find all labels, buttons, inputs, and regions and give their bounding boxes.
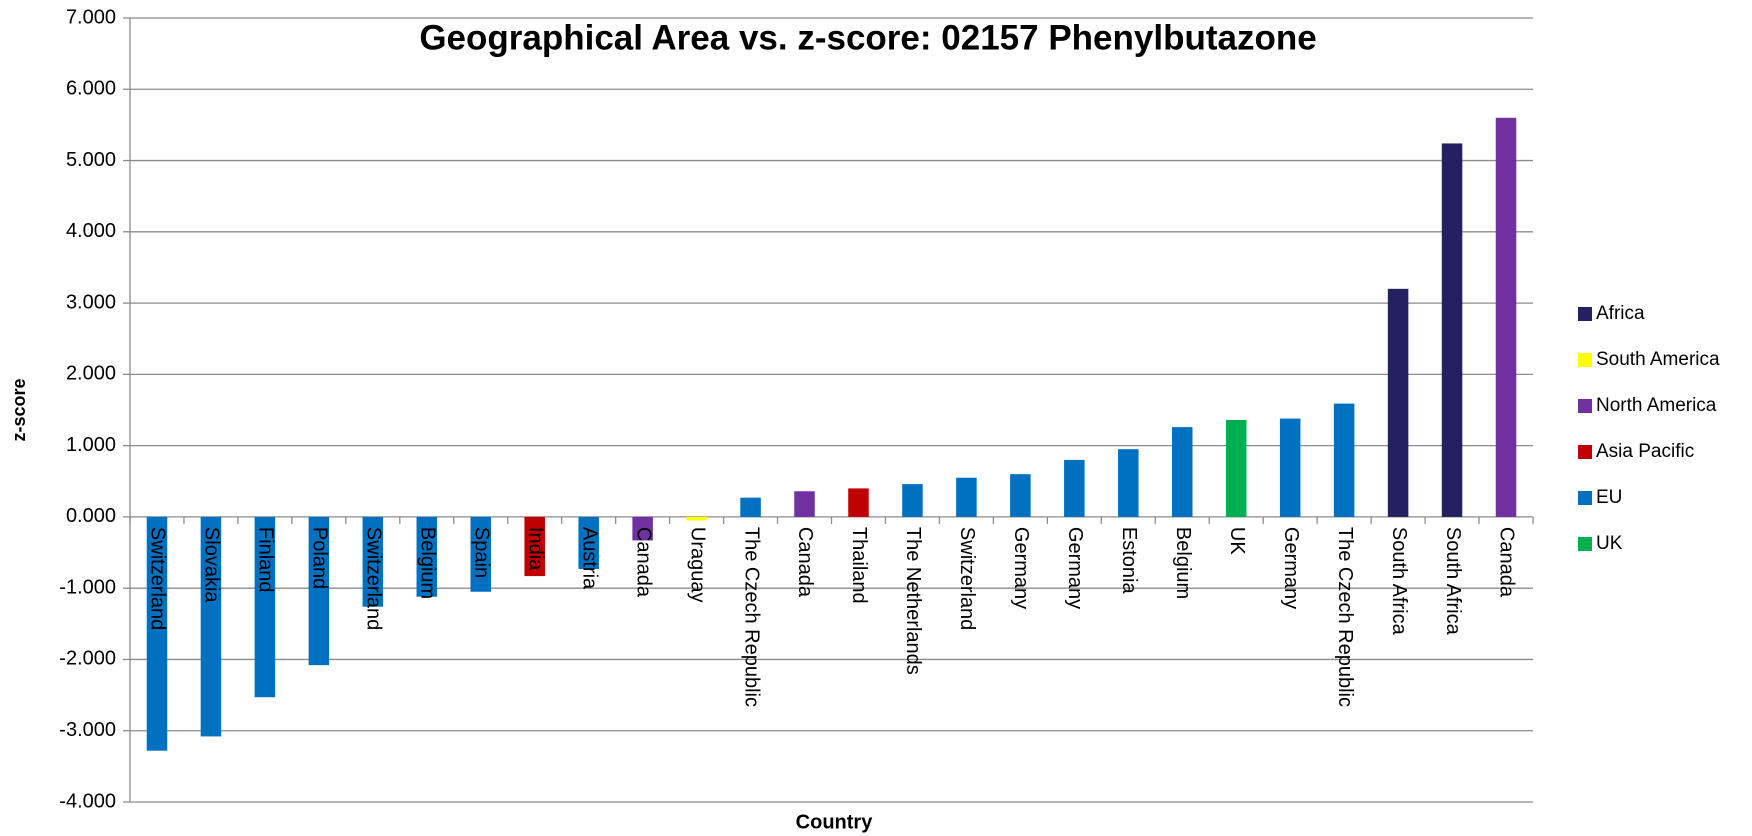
legend-swatch bbox=[1578, 491, 1592, 505]
bar bbox=[740, 497, 761, 517]
bar bbox=[1441, 143, 1463, 517]
x-tick-label: Switzerland bbox=[956, 527, 978, 630]
legend-swatch bbox=[1578, 537, 1592, 551]
x-tick-label: Germany bbox=[1280, 527, 1302, 609]
x-tick-label: Switzerland bbox=[147, 527, 169, 630]
legend-label: North America bbox=[1596, 395, 1717, 416]
x-tick-label: India bbox=[524, 527, 546, 571]
bar bbox=[1495, 117, 1517, 517]
bar bbox=[1333, 403, 1355, 517]
y-tick-label: 6.000 bbox=[66, 78, 116, 100]
bar bbox=[1225, 419, 1247, 517]
x-tick-label: Slovakia bbox=[201, 527, 223, 603]
x-tick-label: The Netherlands bbox=[902, 527, 924, 675]
y-tick-label: 2.000 bbox=[66, 363, 116, 385]
bar bbox=[956, 477, 977, 517]
bar bbox=[902, 484, 923, 517]
legend-label: South America bbox=[1596, 349, 1720, 370]
x-tick-label: The Czech Republic bbox=[1334, 527, 1356, 707]
x-tick-label: Poland bbox=[309, 527, 331, 589]
x-tick-label: Canada bbox=[1496, 527, 1518, 598]
x-tick-label: Canada bbox=[632, 527, 654, 598]
bar bbox=[1387, 288, 1409, 517]
x-tick-label: Uraguay bbox=[686, 527, 708, 603]
x-tick-label: Germany bbox=[1010, 527, 1032, 609]
y-tick-label: 0.000 bbox=[66, 505, 116, 527]
legend-swatch bbox=[1578, 445, 1592, 459]
x-tick-label: Finland bbox=[255, 527, 277, 593]
bar bbox=[794, 491, 815, 517]
legend-swatch bbox=[1578, 307, 1592, 321]
x-tick-label: The Czech Republic bbox=[740, 527, 762, 707]
y-tick-label: -4.000 bbox=[59, 790, 116, 812]
bar bbox=[308, 516, 330, 666]
bar bbox=[254, 516, 276, 698]
y-tick-label: 4.000 bbox=[66, 220, 116, 242]
y-tick-label: -3.000 bbox=[59, 719, 116, 741]
bar bbox=[416, 516, 438, 597]
x-tick-label: Canada bbox=[794, 527, 816, 598]
y-tick-label: 1.000 bbox=[66, 434, 116, 456]
x-tick-label: Switzerland bbox=[363, 527, 385, 630]
y-tick-label: 3.000 bbox=[66, 291, 116, 313]
x-tick-label: Spain bbox=[470, 527, 492, 578]
legend-label: Africa bbox=[1596, 303, 1645, 324]
y-tick-label: 7.000 bbox=[66, 6, 116, 28]
x-tick-label: South Africa bbox=[1388, 527, 1410, 636]
x-tick-label: UK bbox=[1226, 527, 1248, 555]
bar bbox=[1064, 459, 1085, 517]
bar bbox=[146, 516, 168, 751]
bar bbox=[1171, 427, 1193, 517]
x-tick-label: Estonia bbox=[1118, 527, 1140, 595]
x-tick-label: Belgium bbox=[417, 527, 439, 599]
y-tick-label: -2.000 bbox=[59, 648, 116, 670]
y-axis-label: z-score bbox=[9, 378, 29, 441]
bar bbox=[200, 516, 222, 737]
bar bbox=[362, 516, 384, 607]
bar bbox=[578, 516, 599, 569]
bar bbox=[1279, 418, 1301, 517]
x-axis-label: Country bbox=[796, 811, 874, 833]
bar bbox=[686, 516, 707, 521]
legend-label: EU bbox=[1596, 487, 1622, 508]
bar bbox=[524, 516, 545, 577]
x-tick-label: Belgium bbox=[1172, 527, 1194, 599]
y-tick-label: 5.000 bbox=[66, 149, 116, 171]
y-tick-label: -1.000 bbox=[59, 576, 116, 598]
bar bbox=[1118, 449, 1139, 517]
legend-label: Asia Pacific bbox=[1596, 441, 1694, 462]
bar bbox=[1010, 474, 1031, 517]
legend-swatch bbox=[1578, 399, 1592, 413]
bar bbox=[470, 516, 492, 592]
x-tick-label: South Africa bbox=[1442, 527, 1464, 636]
legend-label: UK bbox=[1596, 533, 1623, 554]
bar bbox=[632, 516, 653, 541]
chart-title: Geographical Area vs. z-score: 02157 Phe… bbox=[419, 18, 1316, 57]
x-tick-label: Thailand bbox=[848, 527, 870, 604]
x-tick-label: Germany bbox=[1064, 527, 1086, 609]
bar bbox=[848, 488, 869, 517]
legend-swatch bbox=[1578, 353, 1592, 367]
x-tick-label: Austria bbox=[578, 527, 600, 590]
